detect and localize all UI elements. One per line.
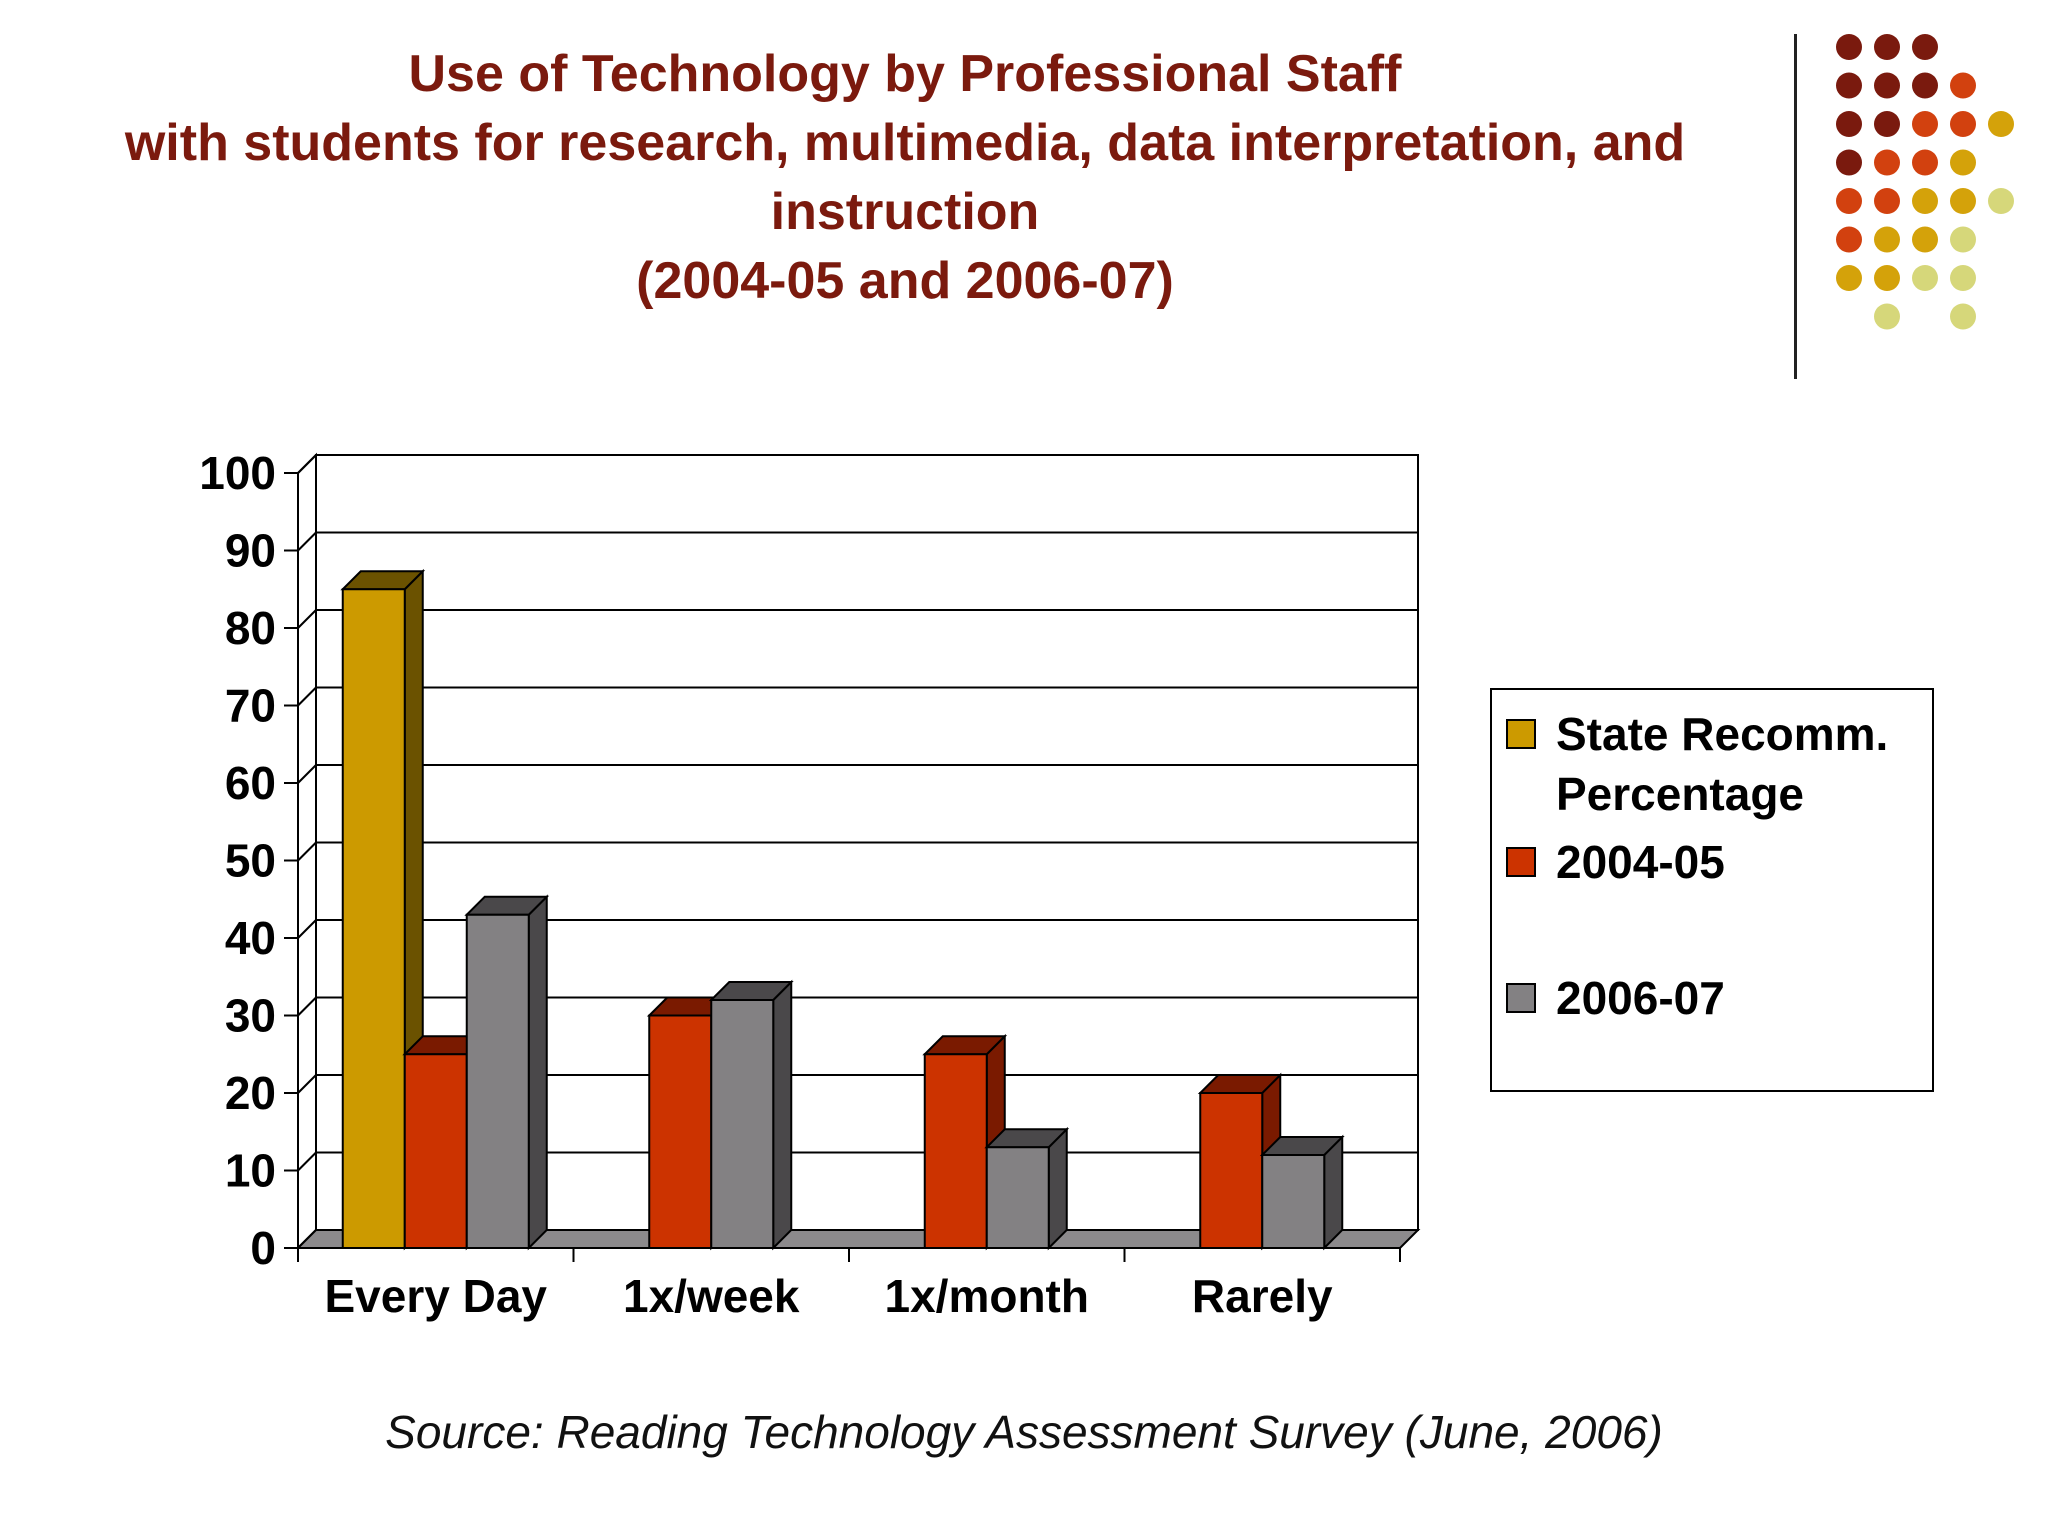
gridline-side	[297, 919, 317, 939]
y-tick-label: 100	[199, 447, 276, 499]
gridline-side	[297, 841, 317, 862]
legend-swatch	[1506, 719, 1536, 749]
y-tick-label: 90	[225, 525, 276, 577]
legend-label: 2004-05	[1556, 832, 1725, 892]
y-tick-label: 20	[225, 1067, 276, 1119]
y-tick-label: 60	[225, 757, 276, 809]
vertical-divider	[1794, 34, 1797, 379]
bar-front	[465, 913, 530, 1249]
legend-label: 2006-07	[1556, 968, 1725, 1028]
title-line-2: with students for research, multimedia, …	[124, 114, 1686, 172]
bar-front	[341, 588, 406, 1249]
y-tick-label: 80	[225, 602, 276, 654]
bar-front	[1261, 1154, 1326, 1249]
title-line-4: (2004-05 and 2006-07)	[636, 252, 1174, 310]
bar-chart: 0 10 20 30 40 50 60 70 80 90 100 Every Day 1x/week 1x…	[199, 447, 1421, 1322]
y-tick-label: 10	[225, 1145, 276, 1197]
title-line-3: instruction	[770, 183, 1040, 241]
chart-title: Use of Technology by Professional Staff …	[30, 40, 1780, 316]
x-tick-label: 1x/week	[623, 1270, 800, 1322]
bar	[1259, 1134, 1345, 1251]
gridline-side	[297, 1074, 317, 1094]
title-line-1: Use of Technology by Professional Staff	[408, 45, 1402, 103]
bar-front	[710, 999, 775, 1249]
y-tick-label: 70	[225, 680, 276, 732]
legend-label-line: 2006-07	[1556, 972, 1725, 1024]
y-tick-label: 30	[225, 990, 276, 1042]
y-tick-label: 40	[225, 912, 276, 964]
gridline-side	[297, 454, 317, 474]
source-note: Source: Reading Technology Assessment Su…	[385, 1406, 1663, 1458]
x-tick-label: Every Day	[325, 1270, 548, 1322]
gridline-side	[297, 531, 317, 552]
bar-front	[1199, 1092, 1264, 1249]
x-tick-label: Rarely	[1192, 1270, 1333, 1322]
bar-side	[772, 979, 793, 1251]
chart-legend: State Recomm. Percentage 2004-05 2006-07	[1490, 688, 1934, 1092]
bar	[984, 1126, 1070, 1251]
bar-front	[648, 1014, 713, 1249]
gridline-side	[297, 996, 317, 1017]
gridline-side	[297, 609, 317, 629]
bar	[708, 979, 794, 1251]
gridline-side	[297, 764, 317, 784]
bar-side	[1047, 1126, 1068, 1251]
bar-front	[403, 1053, 468, 1249]
gridline-side	[297, 686, 317, 707]
legend-swatch	[1506, 983, 1536, 1013]
y-tick-label: 50	[225, 835, 276, 887]
legend-label-line: Percentage	[1556, 768, 1805, 820]
bar-front	[985, 1146, 1050, 1249]
gridline-side	[297, 1151, 317, 1172]
x-tick-label: 1x/month	[885, 1270, 1089, 1322]
legend-swatch	[1506, 847, 1536, 877]
bar-front	[923, 1053, 988, 1249]
legend-label-line: 2004-05	[1556, 836, 1725, 888]
bar-side	[527, 894, 548, 1251]
legend-label: State Recomm. Percentage	[1556, 704, 1888, 824]
legend-label-line: State Recomm.	[1556, 708, 1889, 760]
y-tick-label: 0	[250, 1222, 276, 1274]
bar	[464, 894, 550, 1251]
